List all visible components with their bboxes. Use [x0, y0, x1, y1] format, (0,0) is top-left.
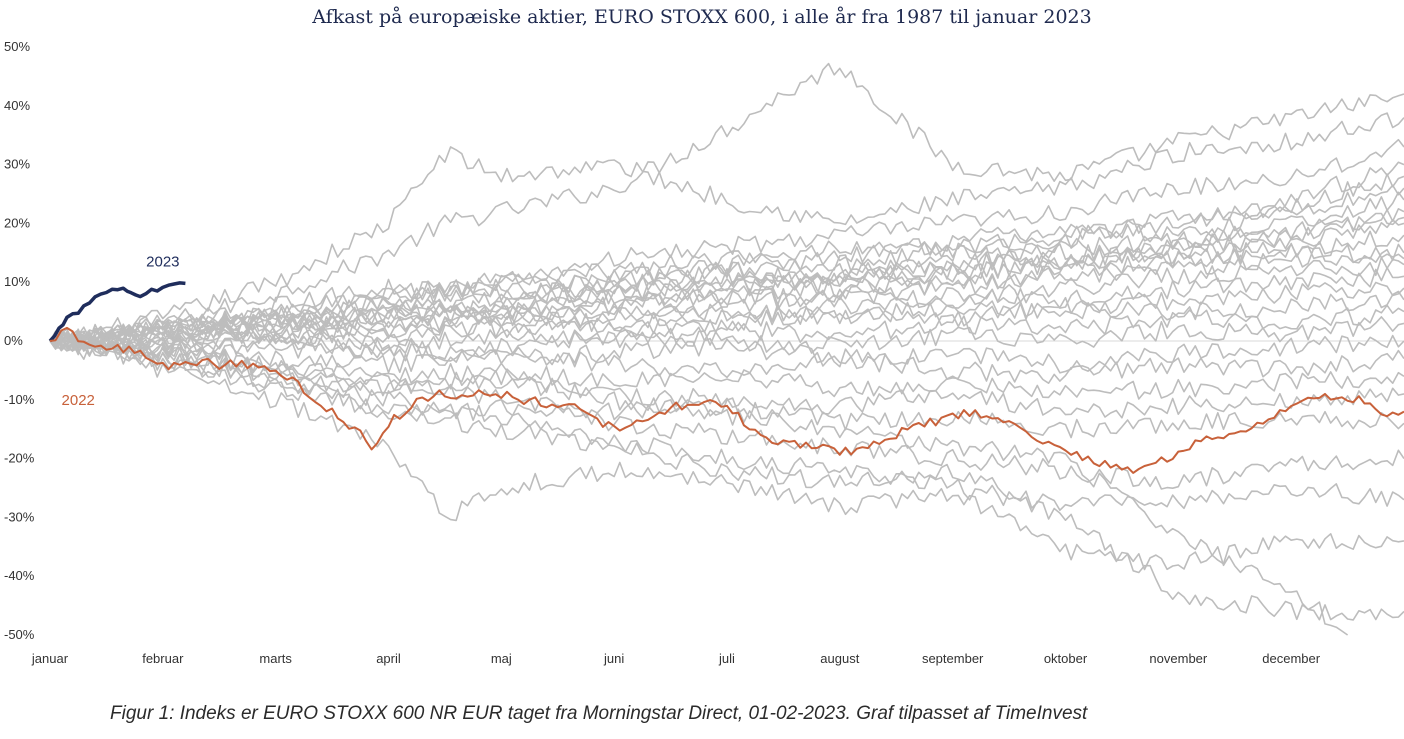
background-year-line: [49, 112, 1404, 342]
x-tick-label: december: [1262, 651, 1320, 666]
x-tick-label: januar: [31, 651, 69, 666]
y-tick-label: 10%: [4, 274, 30, 289]
background-year-line: [49, 333, 1404, 621]
series-line-2022: [49, 326, 1404, 474]
y-tick-label: -50%: [4, 627, 35, 642]
background-year-line: [49, 173, 1404, 348]
series-label-2022: 2022: [62, 392, 95, 409]
background-year-line: [49, 230, 1404, 352]
background-year-line: [49, 281, 1404, 349]
figure-caption: Figur 1: Indeks er EURO STOXX 600 NR EUR…: [110, 703, 1088, 724]
x-tick-label: august: [820, 651, 859, 666]
series-line-2023: [48, 281, 186, 343]
background-year-line: [49, 333, 1404, 384]
y-tick-label: -10%: [4, 392, 35, 407]
y-tick-label: 30%: [4, 157, 30, 172]
x-tick-label: marts: [259, 651, 292, 666]
y-tick-label: -20%: [4, 451, 35, 466]
highlight-series-group: [48, 281, 1404, 474]
x-tick-label: november: [1149, 651, 1207, 666]
background-year-line: [49, 256, 1404, 350]
background-year-line: [49, 334, 1404, 400]
y-tick-label: 50%: [4, 39, 30, 54]
y-axis: 50% 40% 30% 20% 10% 0% -10% -20% -30% -40% -50%: [4, 39, 35, 642]
x-tick-label: oktober: [1044, 651, 1088, 666]
x-tick-label: september: [922, 651, 984, 666]
y-tick-label: -40%: [4, 568, 35, 583]
background-year-line: [49, 290, 1404, 355]
background-year-line: [49, 240, 1404, 343]
y-tick-label: 0%: [4, 333, 23, 348]
background-year-line: [49, 304, 1404, 356]
x-tick-label: maj: [491, 651, 512, 666]
y-tick-label: 40%: [4, 98, 30, 113]
x-axis: januar februar marts april maj juni juli august…: [31, 651, 1321, 666]
background-year-line: [49, 316, 1404, 362]
background-year-line: [49, 208, 1404, 349]
chart-title: Afkast på europæiske aktier, EURO STOXX …: [312, 6, 1092, 28]
background-series-group: [49, 62, 1404, 636]
background-year-line: [49, 62, 1404, 342]
x-tick-label: april: [376, 651, 401, 666]
background-year-line: [49, 340, 1404, 511]
series-label-2023: 2023: [146, 254, 179, 271]
background-year-line: [49, 333, 1404, 374]
line-chart: 50% 40% 30% 20% 10% 0% -10% -20% -30% -40% -50% ja…: [4, 39, 1404, 666]
y-tick-label: 20%: [4, 215, 30, 230]
background-year-line: [49, 212, 1404, 348]
x-tick-label: juni: [603, 651, 624, 666]
background-year-line: [49, 338, 1404, 490]
background-year-line: [49, 161, 1404, 344]
x-tick-label: februar: [142, 651, 184, 666]
series-labels: 2023 2022: [62, 254, 180, 409]
x-tick-label: juli: [718, 651, 735, 666]
background-year-line: [49, 339, 1404, 571]
y-tick-label: -30%: [4, 509, 35, 524]
